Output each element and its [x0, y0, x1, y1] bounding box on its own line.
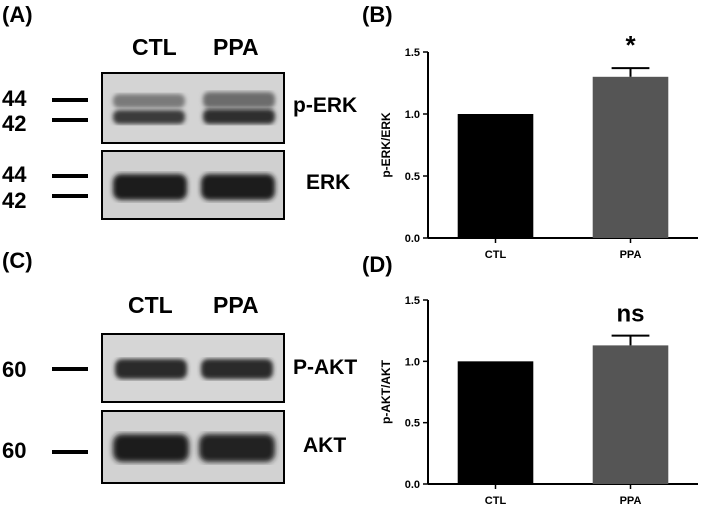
y-tick-label: 1.0 [405, 356, 420, 368]
band [203, 92, 275, 108]
y-tick-label: 0.0 [405, 479, 420, 491]
panel-label-c: (C) [2, 248, 33, 273]
bar-chart-p-erk: 0.0 0.5 1.0 1.5 p-ERK/ERK CTL PPA * [379, 30, 698, 261]
x-tick-label: CTL [485, 495, 507, 505]
marker-dash [52, 194, 88, 198]
significance-marker: ns [616, 301, 644, 328]
lane-label-ppa: PPA [213, 292, 259, 318]
y-tick-label: 1.5 [405, 47, 420, 59]
lane-label-ctl: CTL [132, 34, 177, 60]
lane-label-ctl: CTL [128, 292, 173, 318]
panel-label-d: (D) [362, 252, 393, 277]
bar-ctl [457, 114, 534, 238]
mw-marker-60: 60 [2, 438, 27, 463]
panel-label-a: (A) [2, 2, 33, 27]
protein-label-erk: ERK [306, 171, 351, 194]
mw-marker-42: 42 [2, 111, 27, 136]
mw-marker-42: 42 [2, 188, 27, 213]
blot-akt [101, 410, 285, 484]
significance-marker: * [625, 30, 636, 60]
y-axis-label: p-AKT/AKT [379, 359, 393, 424]
blot-bands [103, 335, 283, 401]
blot-erk [101, 150, 285, 220]
y-tick-label: 1.0 [405, 109, 420, 121]
mw-marker-60: 60 [2, 357, 27, 382]
y-tick-label: 0.0 [405, 233, 420, 245]
y-axis-label: p-ERK/ERK [379, 112, 393, 178]
x-tick-label: CTL [485, 249, 507, 261]
band [199, 434, 275, 462]
bar-ctl [457, 361, 534, 484]
panel-label-b: (B) [362, 2, 393, 27]
y-tick-label: 1.5 [405, 295, 420, 307]
protein-label-p-erk: p-ERK [293, 94, 358, 117]
band [113, 174, 187, 200]
blot-p-erk [101, 72, 285, 144]
y-tick-label: 0.5 [405, 418, 420, 430]
band [115, 359, 187, 379]
marker-dash [52, 98, 88, 102]
protein-label-p-akt: P-AKT [293, 356, 358, 379]
marker-dash [52, 367, 88, 371]
marker-dash [52, 450, 88, 454]
marker-dash [52, 174, 88, 178]
band [113, 110, 185, 124]
marker-dash [52, 118, 88, 122]
mw-marker-44: 44 [2, 86, 27, 111]
blot-p-akt [101, 333, 285, 403]
band [203, 109, 275, 124]
blot-bands [103, 412, 283, 482]
x-tick-label: PPA [620, 495, 642, 505]
bar-ppa [592, 345, 669, 484]
bar-ppa [592, 76, 669, 238]
band [113, 94, 185, 108]
band [201, 174, 275, 200]
lane-label-ppa: PPA [213, 34, 259, 60]
mw-marker-44: 44 [2, 162, 27, 187]
band [201, 359, 273, 379]
protein-label-akt: AKT [303, 434, 347, 457]
blot-bands [103, 74, 283, 142]
x-tick-label: PPA [620, 249, 642, 261]
band [113, 434, 189, 462]
bar-chart-p-akt: 0.0 0.5 1.0 1.5 p-AKT/AKT CTL PPA ns [379, 295, 698, 505]
blot-bands [103, 152, 283, 218]
y-tick-label: 0.5 [405, 171, 420, 183]
